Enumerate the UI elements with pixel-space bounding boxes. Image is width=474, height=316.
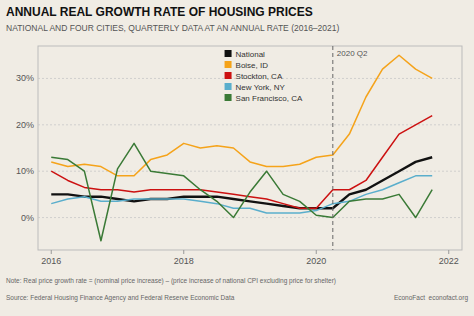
x-tick bbox=[316, 250, 317, 254]
subtitle: NATIONAL AND FOUR CITIES, QUARTERLY DATA… bbox=[6, 23, 340, 33]
x-tick bbox=[448, 250, 449, 254]
grid-line bbox=[38, 124, 462, 125]
legend-label: New York, NY bbox=[236, 83, 286, 92]
note: Note: Real price growth rate = (nominal … bbox=[6, 277, 336, 285]
reference-line bbox=[332, 46, 333, 250]
x-tick-label: 2020 bbox=[306, 256, 326, 266]
branding: EconoFact econofact.org bbox=[394, 294, 468, 302]
x-tick bbox=[183, 250, 184, 254]
plot-area bbox=[51, 46, 432, 250]
y-tick-label: 10% bbox=[16, 166, 34, 176]
annotation: 2020 Q2 bbox=[337, 49, 368, 58]
legend-swatch bbox=[225, 72, 232, 79]
legend-label: Stockton, CA bbox=[236, 72, 283, 81]
legend-label: Boise, ID bbox=[236, 61, 269, 70]
y-tick-label: 30% bbox=[16, 73, 34, 83]
legend-swatch bbox=[225, 94, 232, 101]
plot-frame bbox=[38, 46, 462, 250]
y-tick-label: 0% bbox=[21, 213, 34, 223]
series-line bbox=[51, 143, 432, 240]
legend-label: San Francisco, CA bbox=[236, 94, 303, 103]
y-tick-label: 20% bbox=[16, 120, 34, 130]
x-tick-label: 2022 bbox=[439, 256, 459, 266]
legend-swatch bbox=[225, 61, 232, 68]
legend-swatch bbox=[225, 50, 232, 57]
chart: ANNUAL REAL GROWTH RATE OF HOUSING PRICE… bbox=[0, 0, 474, 316]
grid-line bbox=[38, 217, 462, 218]
title: ANNUAL REAL GROWTH RATE OF HOUSING PRICE… bbox=[6, 5, 313, 19]
background bbox=[0, 0, 474, 316]
x-tick bbox=[51, 250, 52, 254]
x-tick-label: 2018 bbox=[174, 256, 194, 266]
source: Source: Federal Housing Finance Agency a… bbox=[6, 294, 235, 302]
series-line bbox=[51, 116, 432, 209]
series-line bbox=[51, 55, 432, 176]
x-tick-label: 2016 bbox=[41, 256, 61, 266]
legend-swatch bbox=[225, 83, 232, 90]
legend-label: National bbox=[236, 50, 266, 59]
